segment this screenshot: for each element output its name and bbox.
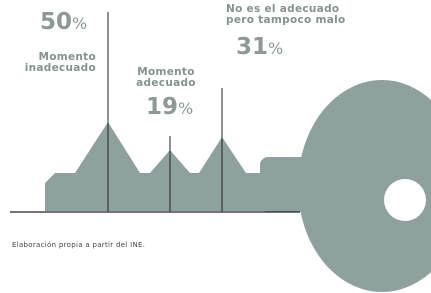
value-number: 19: [146, 94, 178, 120]
value-number: 50: [40, 9, 72, 35]
key-blade: [45, 122, 264, 211]
category-label: Momento adecuado: [130, 67, 202, 89]
value-unit: %: [268, 39, 283, 58]
category-label: No es el adecuado pero tampoco malo: [226, 4, 386, 26]
value-unit: %: [72, 14, 87, 33]
value-label: 19%: [146, 95, 193, 121]
key-hole: [384, 179, 426, 221]
value-label: 31%: [236, 35, 283, 61]
category-label: Momento inadecuado: [12, 52, 96, 74]
infographic: 50% Momento inadecuado 19% Momento adecu…: [0, 0, 431, 293]
value-unit: %: [178, 99, 193, 118]
value-number: 31: [236, 34, 268, 60]
key-drawing: [0, 0, 431, 293]
source-note: Elaboración propia a partir del INE.: [12, 241, 145, 249]
value-label: 50%: [40, 10, 87, 36]
key-shaft: [260, 157, 340, 212]
